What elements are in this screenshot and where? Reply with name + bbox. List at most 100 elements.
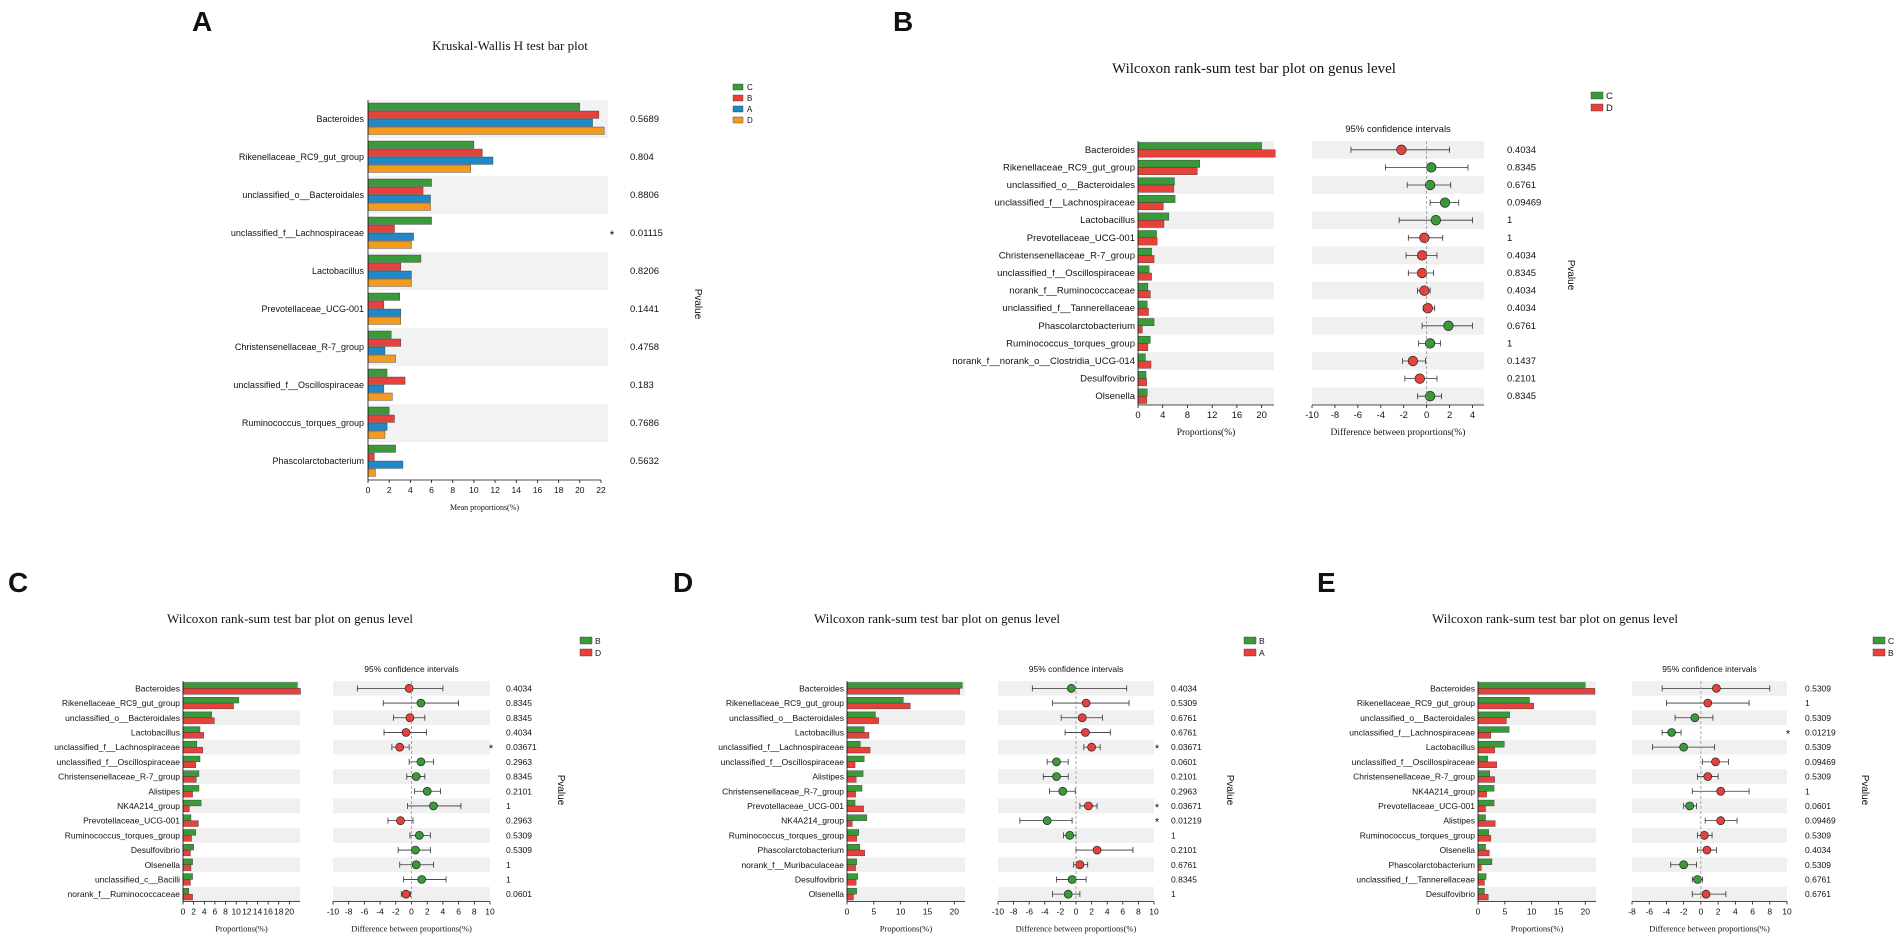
diff-point xyxy=(1066,683,1076,693)
legend-swatch xyxy=(579,636,593,645)
category-label: norank_f__Muribaculaceae xyxy=(741,860,844,870)
pvalue-axis-label: Pvalue xyxy=(555,775,566,806)
bar-A xyxy=(367,346,386,355)
diff-point xyxy=(1414,373,1425,384)
diff-point xyxy=(405,713,415,723)
diff-point xyxy=(1416,250,1428,261)
pvalue: 0.4034 xyxy=(1507,303,1536,314)
bar-x-tick-label: 15 xyxy=(923,907,933,917)
diff-point xyxy=(1063,889,1073,899)
bar-B xyxy=(846,888,857,895)
bar-C xyxy=(1137,318,1155,327)
bar-B xyxy=(846,785,863,792)
bar-D xyxy=(182,761,196,768)
category-label: Ruminococcus_torques_group xyxy=(242,418,364,428)
diff-point xyxy=(401,728,411,737)
diff-point xyxy=(1439,197,1451,208)
bar-D xyxy=(1137,290,1151,299)
row-shade xyxy=(1312,176,1484,194)
bar-D xyxy=(367,430,386,439)
category-label: Ruminococcus_torques_group xyxy=(1360,830,1476,840)
category-label: unclassified_o__Bacteroidales xyxy=(1007,180,1136,191)
bar-A xyxy=(846,717,879,724)
bar-A xyxy=(367,270,412,279)
bar-x-tick-label: 8 xyxy=(223,907,228,917)
bar-B xyxy=(367,148,483,157)
bar-D xyxy=(1137,255,1155,263)
bar-B xyxy=(182,785,200,792)
bar-C xyxy=(367,368,388,377)
diff-x-tick-label: -8 xyxy=(345,907,353,917)
bar-D xyxy=(1137,237,1158,246)
diff-point xyxy=(1052,772,1061,781)
pvalue: 0.5309 xyxy=(1805,713,1831,723)
pvalue: 0.03671 xyxy=(1171,801,1202,811)
bar-x-tick-label: 0 xyxy=(845,907,850,917)
bar-B xyxy=(182,873,193,880)
diff-point xyxy=(1424,179,1436,191)
row-shade xyxy=(847,886,965,902)
diff-x-tick-label: 0 xyxy=(1424,410,1429,421)
bar-A xyxy=(846,893,854,901)
bar-D xyxy=(182,805,190,813)
pvalue: 0.6761 xyxy=(1805,874,1831,884)
bar-D xyxy=(367,392,393,401)
diff-x-tick-label: -10 xyxy=(992,907,1005,917)
diff-point xyxy=(1685,801,1695,811)
bar-C xyxy=(1477,858,1493,865)
bar-C xyxy=(367,292,400,301)
row-shade xyxy=(847,828,965,843)
bar-C xyxy=(1477,785,1495,792)
pvalue: 0.5309 xyxy=(1805,742,1831,752)
diff-point xyxy=(1419,285,1430,296)
x-tick-label: 4 xyxy=(408,485,413,495)
bar-B xyxy=(846,814,868,821)
category-label: Lactobacillus xyxy=(1080,215,1135,226)
row-shade xyxy=(1138,281,1274,300)
row-shade xyxy=(368,328,608,366)
chart-title: Wilcoxon rank-sum test bar plot on genus… xyxy=(814,611,1060,626)
bar-A xyxy=(367,232,414,241)
category-label: Ruminococcus_torques_group xyxy=(1006,338,1135,349)
category-label: Bacteroides xyxy=(799,683,844,693)
bar-x-tick-label: 0 xyxy=(1135,410,1140,421)
pvalue: 0.5309 xyxy=(1805,772,1831,782)
bar-B xyxy=(1477,879,1485,886)
significance-marker: * xyxy=(1155,817,1160,829)
x-tick-label: 14 xyxy=(512,485,522,495)
diff-x-tick-label: 6 xyxy=(1120,907,1125,917)
pvalue: 0.2963 xyxy=(506,816,532,826)
ci-title: 95% confidence intervals xyxy=(364,664,459,674)
panel-label: E xyxy=(1317,567,1336,598)
bar-B xyxy=(1477,776,1495,783)
category-label: unclassified_o__Bacteroidales xyxy=(1360,713,1475,723)
bar-x-tick-label: 10 xyxy=(231,907,241,917)
diff-point xyxy=(1443,320,1454,331)
panel-label: C xyxy=(8,567,28,598)
pvalue: 0.8806 xyxy=(630,190,659,201)
legend-label: D xyxy=(747,116,753,125)
diff-x-axis-label: Difference between proportions(%) xyxy=(1016,924,1137,934)
bar-x-tick-label: 10 xyxy=(896,907,906,917)
diff-point xyxy=(1716,786,1726,796)
diff-x-tick-label: -8 xyxy=(1331,410,1339,421)
diff-point xyxy=(1430,215,1441,226)
bar-x-tick-label: 12 xyxy=(1207,410,1218,421)
bar-x-tick-label: 6 xyxy=(213,907,218,917)
pvalue: 0.5309 xyxy=(1171,698,1197,708)
diff-x-tick-label: -10 xyxy=(1305,410,1319,421)
diff-x-tick-label: -4 xyxy=(1377,410,1385,421)
bar-C xyxy=(1477,844,1486,851)
significance-marker: * xyxy=(1155,802,1160,814)
category-label: Lactobacillus xyxy=(795,727,844,737)
bar-x-axis-label: Proportions(%) xyxy=(1511,924,1564,934)
chart-title: Wilcoxon rank-sum test bar plot on genus… xyxy=(1432,611,1678,626)
category-label: unclassified_f__Oscillospiraceae xyxy=(997,268,1135,279)
category-label: Christensenellaceae_R-7_group xyxy=(58,772,180,782)
category-label: Prevotellaceae_UCG-001 xyxy=(1378,801,1475,811)
row-shade xyxy=(847,798,965,814)
legend-label: B xyxy=(595,636,601,646)
panel-b: B Wilcoxon rank-sum test bar plot on genu… xyxy=(893,6,1613,438)
row-shade xyxy=(1478,828,1596,843)
diff-point xyxy=(1065,830,1075,840)
